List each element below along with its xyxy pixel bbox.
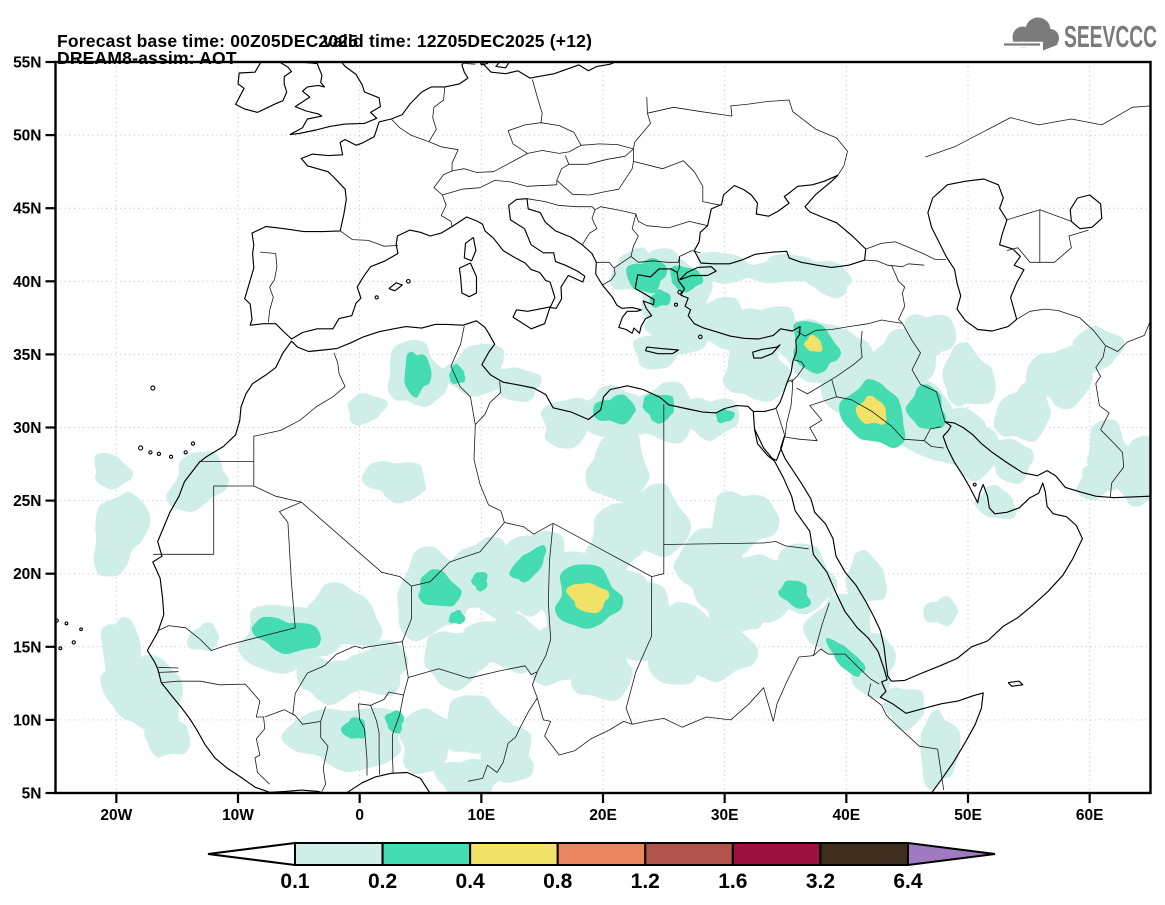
axes (45, 60, 1091, 803)
colorbar-left-arrow (207, 841, 296, 867)
aot-band-0.4-0.8 (566, 334, 887, 614)
colorbar-tick-label: 0.4 (456, 870, 486, 893)
x-tick-label: 50E (954, 807, 982, 824)
y-tick-label: 5N (22, 786, 42, 803)
logo-arrow-icon (1043, 38, 1058, 51)
colorbar-tick-label: 1.2 (631, 870, 660, 893)
colorbar-tick-label: 0.8 (543, 870, 573, 893)
colorbar-tick-label: 0.1 (280, 870, 310, 893)
y-tick-label: 20N (13, 566, 41, 583)
y-tick-label: 30N (13, 420, 41, 437)
y-tick-label: 15N (13, 639, 41, 656)
colorbar-segment (819, 842, 909, 866)
colorbar-segment (644, 842, 734, 866)
forecast-base-time-label: Forecast base time: 00Z05DEC2025 (57, 31, 359, 51)
seevccc-logo: SEEVCCC (1004, 17, 1157, 54)
axis-labels: 20W 10W 0 10E 20E 30E 40E 50E 60E 55N 50N 45N 40N 35N… (13, 55, 1103, 825)
x-tick-label: 20E (589, 807, 617, 824)
coastlines (146, 62, 1151, 793)
y-tick-label: 10N (13, 712, 41, 729)
colorbar-tick-label: 1.6 (718, 870, 747, 893)
x-tick-label: 0 (355, 807, 364, 824)
colorbar-segment (294, 842, 384, 866)
colorbar-legend: 0.1 0.2 0.4 0.8 1.2 1.6 3.2 6.4 (207, 841, 996, 893)
colorbar-tick-label: 0.2 (368, 870, 397, 893)
x-tick-label: 30E (711, 807, 739, 824)
x-tick-label: 60E (1076, 807, 1104, 824)
colorbar-segment (731, 842, 822, 866)
colorbar-right-arrow (906, 841, 996, 867)
x-tick-label: 10E (468, 807, 496, 824)
x-tick-label: 20W (100, 807, 132, 824)
x-tick-label: 40E (833, 807, 861, 824)
logo-wordmark: SEEVCCC (1064, 19, 1157, 54)
valid-time-label: valid time: 12Z05DEC2025 (+12) (323, 31, 593, 51)
x-tick-label: 10W (222, 807, 254, 824)
colorbar-segment (469, 842, 559, 866)
colorbar-segment (381, 842, 472, 866)
y-tick-label: 45N (13, 201, 41, 218)
y-tick-label: 55N (13, 55, 41, 72)
colorbar-segment (556, 842, 647, 866)
y-tick-label: 40N (13, 274, 41, 291)
colorbar-tick-label: 3.2 (806, 870, 835, 893)
colorbar-tick-label: 6.4 (893, 870, 923, 893)
y-tick-label: 35N (13, 347, 41, 364)
y-tick-label: 50N (13, 128, 41, 145)
small-islands (55, 278, 977, 651)
aot-filled-contours (93, 247, 1151, 793)
country-borders (153, 63, 1151, 792)
y-tick-label: 25N (13, 493, 41, 510)
figure-subtitle: Forecast base time: 00Z05DEC2025 valid ti… (57, 31, 592, 52)
